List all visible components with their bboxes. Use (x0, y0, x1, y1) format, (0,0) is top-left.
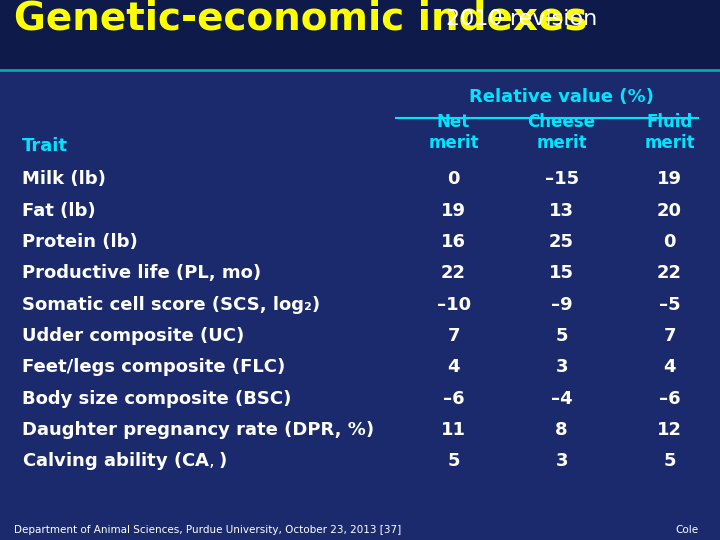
Text: –4: –4 (551, 389, 572, 408)
Text: –5: –5 (659, 295, 680, 314)
Text: 7: 7 (447, 327, 460, 345)
Text: Protein (lb): Protein (lb) (22, 233, 138, 251)
Text: 7: 7 (663, 327, 676, 345)
Text: Trait: Trait (22, 137, 68, 155)
Text: –9: –9 (551, 295, 572, 314)
Text: –15: –15 (544, 170, 579, 188)
Text: Somatic cell score (SCS, log₂): Somatic cell score (SCS, log₂) (22, 295, 320, 314)
Text: 5: 5 (555, 327, 568, 345)
Text: 12: 12 (657, 421, 682, 439)
Text: 15: 15 (549, 264, 574, 282)
Text: 0: 0 (447, 170, 460, 188)
Text: Net
merit: Net merit (428, 113, 479, 152)
Text: 4: 4 (663, 358, 676, 376)
Text: 13: 13 (549, 201, 574, 220)
Text: Department of Animal Sciences, Purdue University, October 23, 2013 [37]: Department of Animal Sciences, Purdue Un… (14, 525, 402, 535)
Text: 22: 22 (441, 264, 466, 282)
Text: 22: 22 (657, 264, 682, 282)
Text: 5: 5 (663, 452, 676, 470)
Text: 3: 3 (555, 452, 568, 470)
Text: 25: 25 (549, 233, 574, 251)
Text: 11: 11 (441, 421, 466, 439)
Text: Fat (lb): Fat (lb) (22, 201, 95, 220)
Text: Milk (lb): Milk (lb) (22, 170, 105, 188)
Text: 4: 4 (447, 358, 460, 376)
Text: 20: 20 (657, 201, 682, 220)
Text: 3: 3 (555, 358, 568, 376)
Text: Udder composite (UC): Udder composite (UC) (22, 327, 244, 345)
Text: 16: 16 (441, 233, 466, 251)
Text: Fluid
merit: Fluid merit (644, 113, 695, 152)
Text: 5: 5 (447, 452, 460, 470)
Text: Cole: Cole (675, 525, 698, 535)
Text: Body size composite (BSC): Body size composite (BSC) (22, 389, 291, 408)
Text: 8: 8 (555, 421, 568, 439)
Text: Relative value (%): Relative value (%) (469, 88, 654, 106)
Text: Calving ability (CA$, $): Calving ability (CA$, $) (22, 450, 227, 472)
Text: 2010 revision: 2010 revision (446, 9, 598, 29)
Text: Productive life (PL, mo): Productive life (PL, mo) (22, 264, 261, 282)
Text: –6: –6 (443, 389, 464, 408)
Text: 19: 19 (441, 201, 466, 220)
Text: Feet/legs composite (FLC): Feet/legs composite (FLC) (22, 358, 285, 376)
Text: Cheese
merit: Cheese merit (528, 113, 595, 152)
Text: –6: –6 (659, 389, 680, 408)
Text: Daughter pregnancy rate (DPR, %): Daughter pregnancy rate (DPR, %) (22, 421, 374, 439)
Text: Genetic-economic indexes: Genetic-economic indexes (14, 0, 588, 38)
Text: –10: –10 (436, 295, 471, 314)
Text: 0: 0 (663, 233, 676, 251)
Text: 19: 19 (657, 170, 682, 188)
